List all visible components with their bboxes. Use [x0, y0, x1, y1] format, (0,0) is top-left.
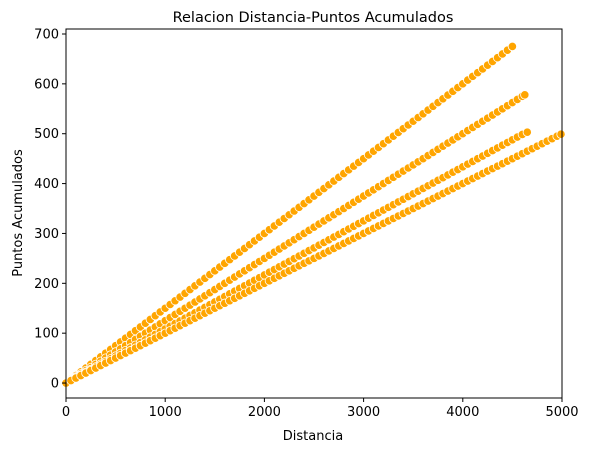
- data-point: [520, 90, 530, 100]
- y-tick-label: 0: [51, 377, 59, 392]
- plot-area-frame: [65, 28, 563, 399]
- data-point: [556, 129, 566, 139]
- chart-title: Relacion Distancia-Puntos Acumulados: [173, 10, 454, 26]
- y-tick-label: 200: [34, 277, 59, 292]
- y-tick-label: 300: [34, 227, 59, 242]
- x-tick-label: 4000: [446, 405, 479, 420]
- points-layer: [61, 41, 566, 388]
- y-tick-label: 400: [34, 177, 59, 192]
- y-tick-label: 500: [34, 127, 59, 142]
- y-tick-label: 600: [34, 77, 59, 92]
- x-tick-label: 1000: [149, 405, 182, 420]
- x-tick-label: 5000: [545, 405, 578, 420]
- data-point: [507, 41, 518, 52]
- data-point: [522, 127, 532, 137]
- x-tick-label: 2000: [248, 405, 281, 420]
- y-axis-title: Puntos Acumulados: [11, 149, 26, 277]
- x-tick-label: 3000: [347, 405, 380, 420]
- x-tick-label: 0: [62, 405, 70, 420]
- x-axis-title: Distancia: [283, 429, 343, 444]
- y-axis: 0 100 200 300 400 500 600 700: [34, 27, 66, 392]
- y-tick-label: 700: [34, 27, 59, 42]
- y-tick-label: 100: [34, 327, 59, 342]
- x-axis: 0 1000 2000 3000 4000 5000: [62, 398, 579, 420]
